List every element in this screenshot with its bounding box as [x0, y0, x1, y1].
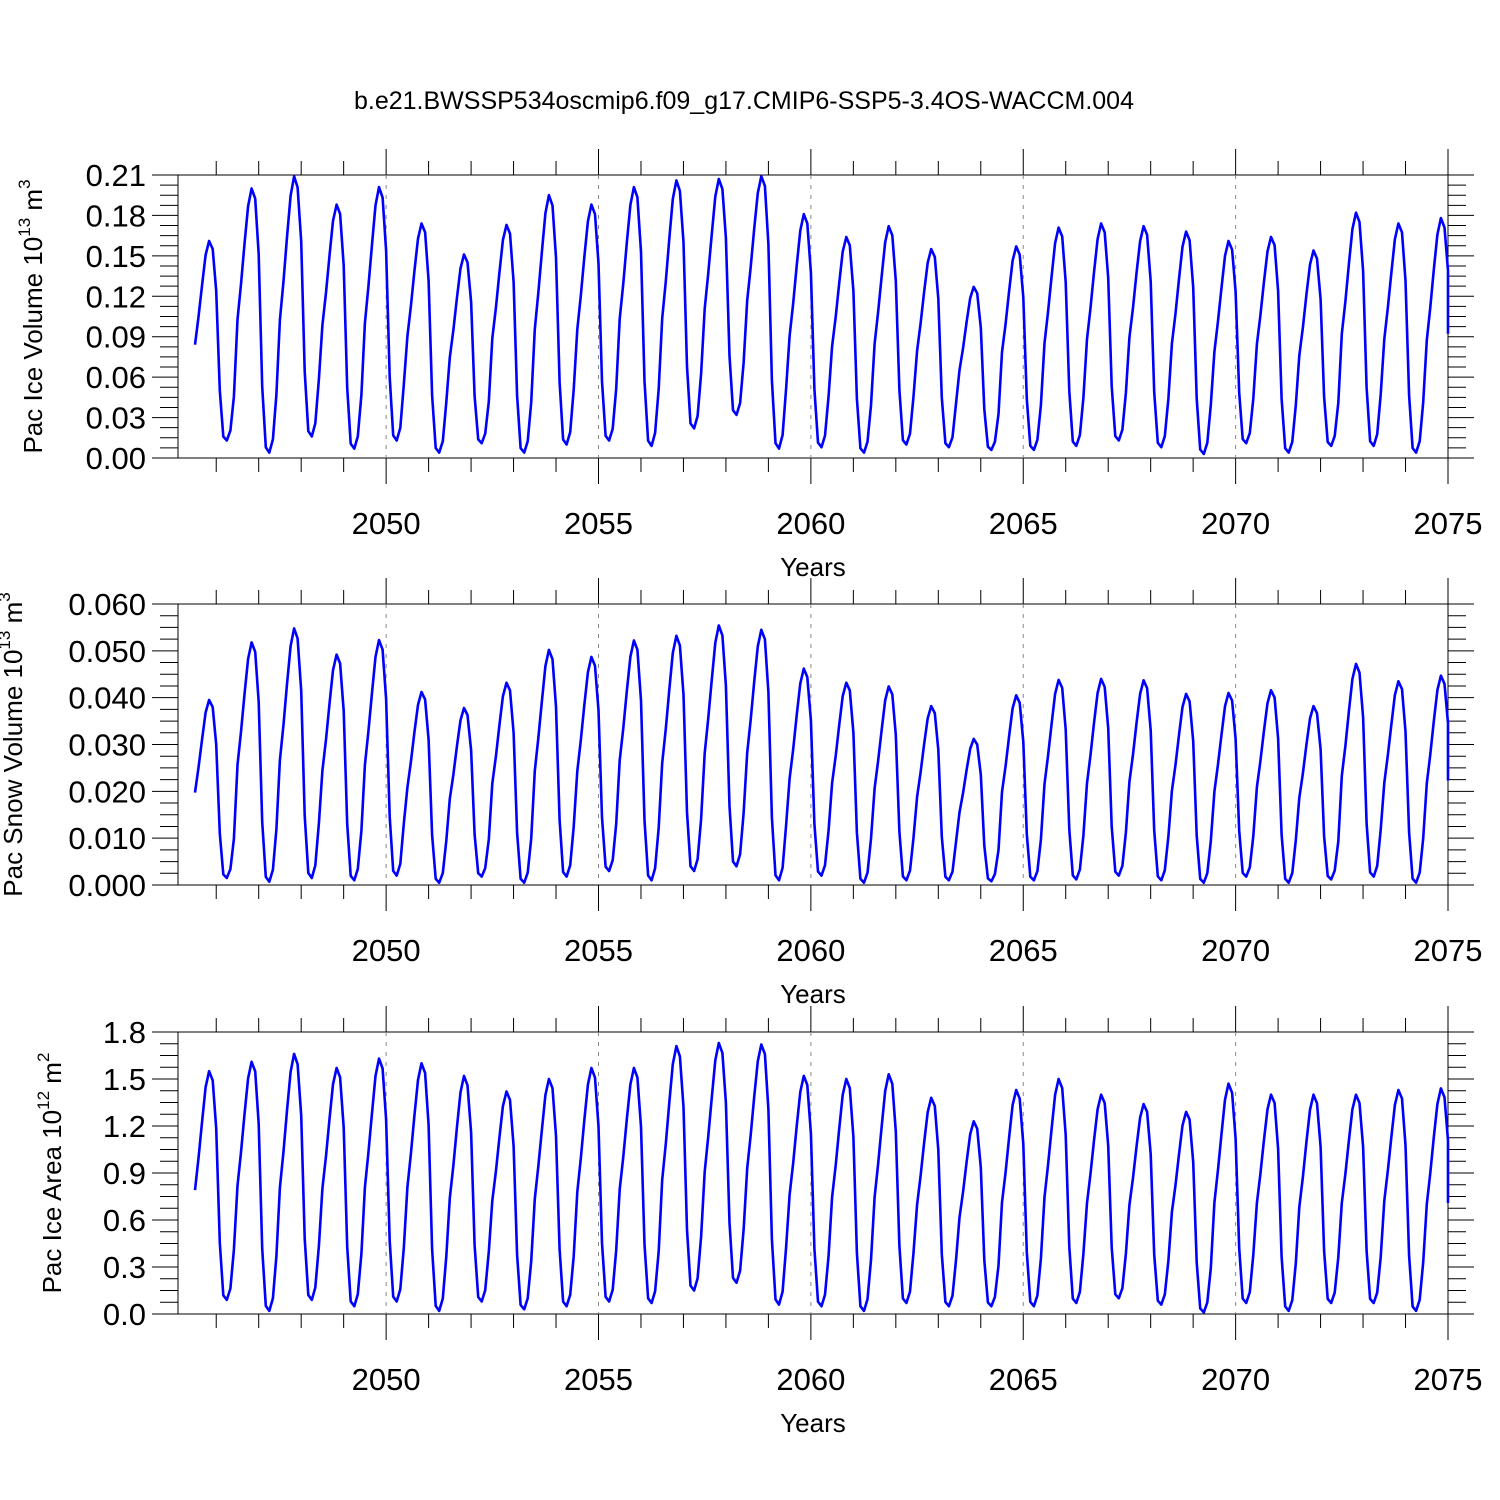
y-tick-label: 1.5 [103, 1062, 146, 1097]
x-tick-label: 2070 [1201, 1362, 1270, 1397]
panel-ice-volume: 0.00 0.03 0.06 0.09 0.12 0.15 0.18 0.21 2050 2055… [15, 149, 1482, 582]
x-tick-label: 2060 [776, 933, 845, 968]
x-tick-label: 2070 [1201, 933, 1270, 968]
series-line-ice-area [193, 1041, 1450, 1314]
y-tick-label: 0.06 [86, 360, 146, 395]
x-tick-label: 2050 [352, 1362, 421, 1397]
x-tick-label: 2065 [989, 933, 1058, 968]
y-tick-label: 0.18 [86, 198, 146, 233]
y-tick-label: 0.020 [68, 774, 146, 809]
y-tick-label: 0.030 [68, 728, 146, 763]
x-tick-label: 2055 [564, 1362, 633, 1397]
y-tick-label: 0.15 [86, 239, 146, 274]
panel-snow-volume: 0.000 0.010 0.020 0.030 0.040 0.050 0.060 2050 2… [0, 578, 1482, 1009]
x-tick-label: 2075 [1414, 506, 1483, 541]
y-axis-title: Pac Ice Volume 1013 m3 [15, 179, 48, 453]
y-axis-title: Pac Ice Area 1012 m2 [34, 1053, 67, 1294]
y-tick-label: 0.12 [86, 279, 146, 314]
series-line-ice-volume [193, 175, 1450, 456]
y-tick-label: 0.010 [68, 821, 146, 856]
x-tick-label: 2060 [776, 1362, 845, 1397]
x-tick-label: 2075 [1414, 933, 1483, 968]
x-tick-label: 2065 [989, 1362, 1058, 1397]
x-tick-label: 2050 [352, 933, 421, 968]
y-tick-label: 0.00 [86, 441, 146, 476]
y-tick-label: 0.0 [103, 1297, 146, 1332]
x-tick-label: 2050 [352, 506, 421, 541]
x-tick-label: 2055 [564, 506, 633, 541]
panel-ice-area: 0.0 0.3 0.6 0.9 1.2 1.5 1.8 2050 2055 2060 2065 207… [34, 1006, 1482, 1438]
y-axis-title: Pac Snow Volume 1013 m3 [0, 592, 28, 896]
y-tick-label: 1.2 [103, 1109, 146, 1144]
x-tick-label: 2075 [1414, 1362, 1483, 1397]
y-tick-label: 0.03 [86, 401, 146, 436]
y-tick-label: 0.09 [86, 320, 146, 355]
y-tick-label: 0.000 [68, 868, 146, 903]
y-tick-label: 0.050 [68, 634, 146, 669]
x-axis-title: Years [780, 552, 846, 582]
y-tick-label: 0.6 [103, 1203, 146, 1238]
x-tick-label: 2060 [776, 506, 845, 541]
x-axis-title: Years [780, 979, 846, 1009]
y-tick-label: 0.21 [86, 158, 146, 193]
x-tick-label: 2055 [564, 933, 633, 968]
y-tick-label: 0.9 [103, 1156, 146, 1191]
x-tick-label: 2065 [989, 506, 1058, 541]
y-tick-label: 0.3 [103, 1250, 146, 1285]
y-tick-label: 1.8 [103, 1015, 146, 1050]
y-tick-label: 0.040 [68, 681, 146, 716]
x-axis-title: Years [780, 1408, 846, 1438]
series-line-snow-volume [193, 624, 1450, 884]
x-tick-label: 2070 [1201, 506, 1270, 541]
figure-title: b.e21.BWSSP534oscmip6.f09_g17.CMIP6-SSP5… [354, 87, 1134, 115]
y-tick-label: 0.060 [68, 587, 146, 622]
